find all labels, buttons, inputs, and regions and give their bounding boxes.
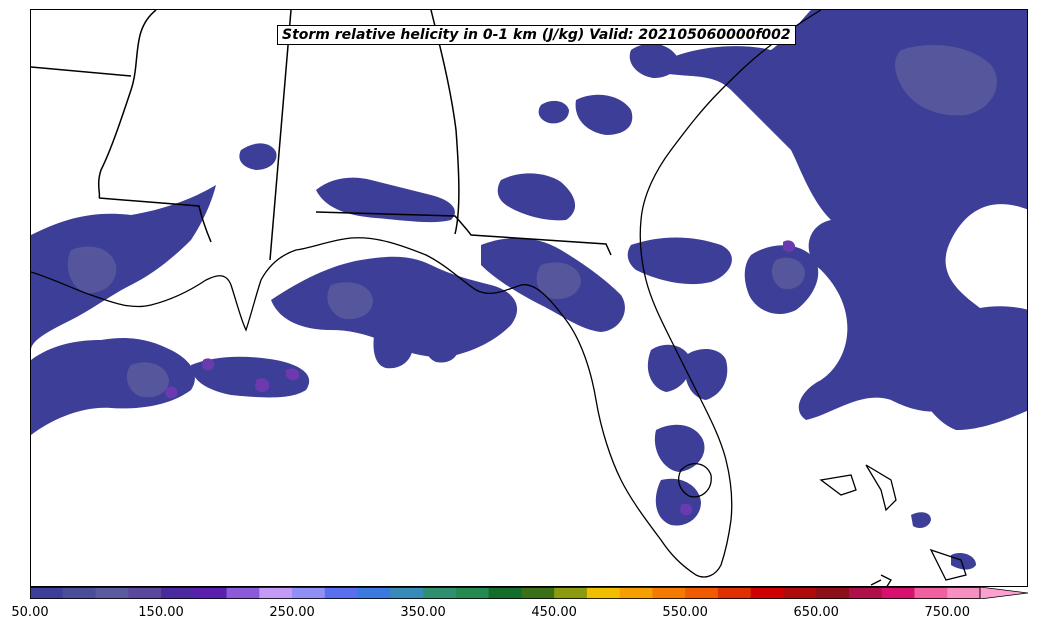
- colorbar-tick-label: 350.00: [400, 605, 446, 620]
- colorbar-segment: [423, 587, 457, 599]
- colorbar-segment: [357, 587, 391, 599]
- colorbar-segment: [161, 587, 195, 599]
- colorbar: [30, 587, 1028, 599]
- colorbar-segment: [848, 587, 883, 599]
- colorbar-segment: [652, 587, 686, 599]
- colorbar-tick-label: 450.00: [531, 605, 577, 620]
- colorbar-segment: [783, 587, 817, 599]
- colorbar-tick-label: 650.00: [793, 605, 839, 620]
- colorbar-segment: [619, 587, 653, 599]
- colorbar-outline: [30, 587, 981, 599]
- colorbar-segment: [717, 587, 752, 599]
- colorbar-segment: [95, 587, 129, 599]
- colorbar-segment: [685, 587, 719, 599]
- colorbar-segment: [128, 587, 162, 599]
- helicity-band-100: [67, 45, 997, 398]
- helicity-shading: [31, 10, 1027, 570]
- colorbar-segment: [324, 587, 359, 599]
- colorbar-segment: [554, 587, 588, 599]
- map-svg: [31, 10, 1027, 586]
- colorbar-tick-label: 50.00: [11, 605, 49, 620]
- colorbar-tick-label: 250.00: [269, 605, 315, 620]
- colorbar-segment: [521, 587, 555, 599]
- colorbar-segment: [390, 587, 424, 599]
- state-borders: [31, 10, 612, 261]
- helicity-band-150: [165, 240, 796, 516]
- map-panel: Storm relative helicity in 0-1 km (J/kg)…: [30, 9, 1028, 587]
- colorbar-segment: [816, 587, 850, 599]
- colorbar-segment: [193, 587, 228, 599]
- colorbar-extend-arrow: [979, 587, 1028, 599]
- colorbar-tick-label: 750.00: [924, 605, 970, 620]
- colorbar-segment: [226, 587, 260, 599]
- map-title: Storm relative helicity in 0-1 km (J/kg)…: [277, 25, 796, 45]
- helicity-band-50: [31, 10, 1027, 570]
- colorbar-segment: [881, 587, 915, 599]
- colorbar-segment: [488, 587, 522, 599]
- colorbar-segment: [586, 587, 621, 599]
- coastlines: [31, 10, 967, 586]
- colorbar-segment: [947, 587, 981, 599]
- colorbar-segment: [62, 587, 97, 599]
- colorbar-segment: [750, 587, 784, 599]
- colorbar-tick-label: 550.00: [662, 605, 708, 620]
- colorbar-segment: [30, 587, 64, 599]
- colorbar-segment: [455, 587, 490, 599]
- colorbar-segment: [292, 587, 326, 599]
- colorbar-segment: [259, 587, 293, 599]
- colorbar-tick-label: 150.00: [138, 605, 184, 620]
- colorbar-segment: [914, 587, 948, 599]
